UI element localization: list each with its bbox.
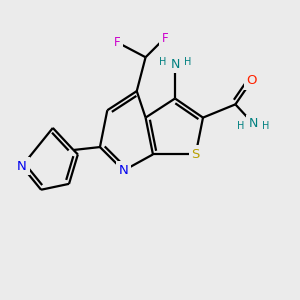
Text: F: F bbox=[161, 32, 168, 45]
Text: H: H bbox=[184, 57, 191, 67]
Text: S: S bbox=[191, 148, 200, 161]
Text: O: O bbox=[246, 74, 257, 87]
Text: N: N bbox=[248, 117, 258, 130]
Text: H: H bbox=[237, 121, 244, 131]
Text: N: N bbox=[118, 164, 128, 177]
Text: H: H bbox=[262, 121, 269, 131]
Text: N: N bbox=[17, 160, 27, 173]
Text: F: F bbox=[114, 36, 121, 49]
Text: N: N bbox=[170, 58, 180, 71]
Text: H: H bbox=[159, 57, 166, 67]
